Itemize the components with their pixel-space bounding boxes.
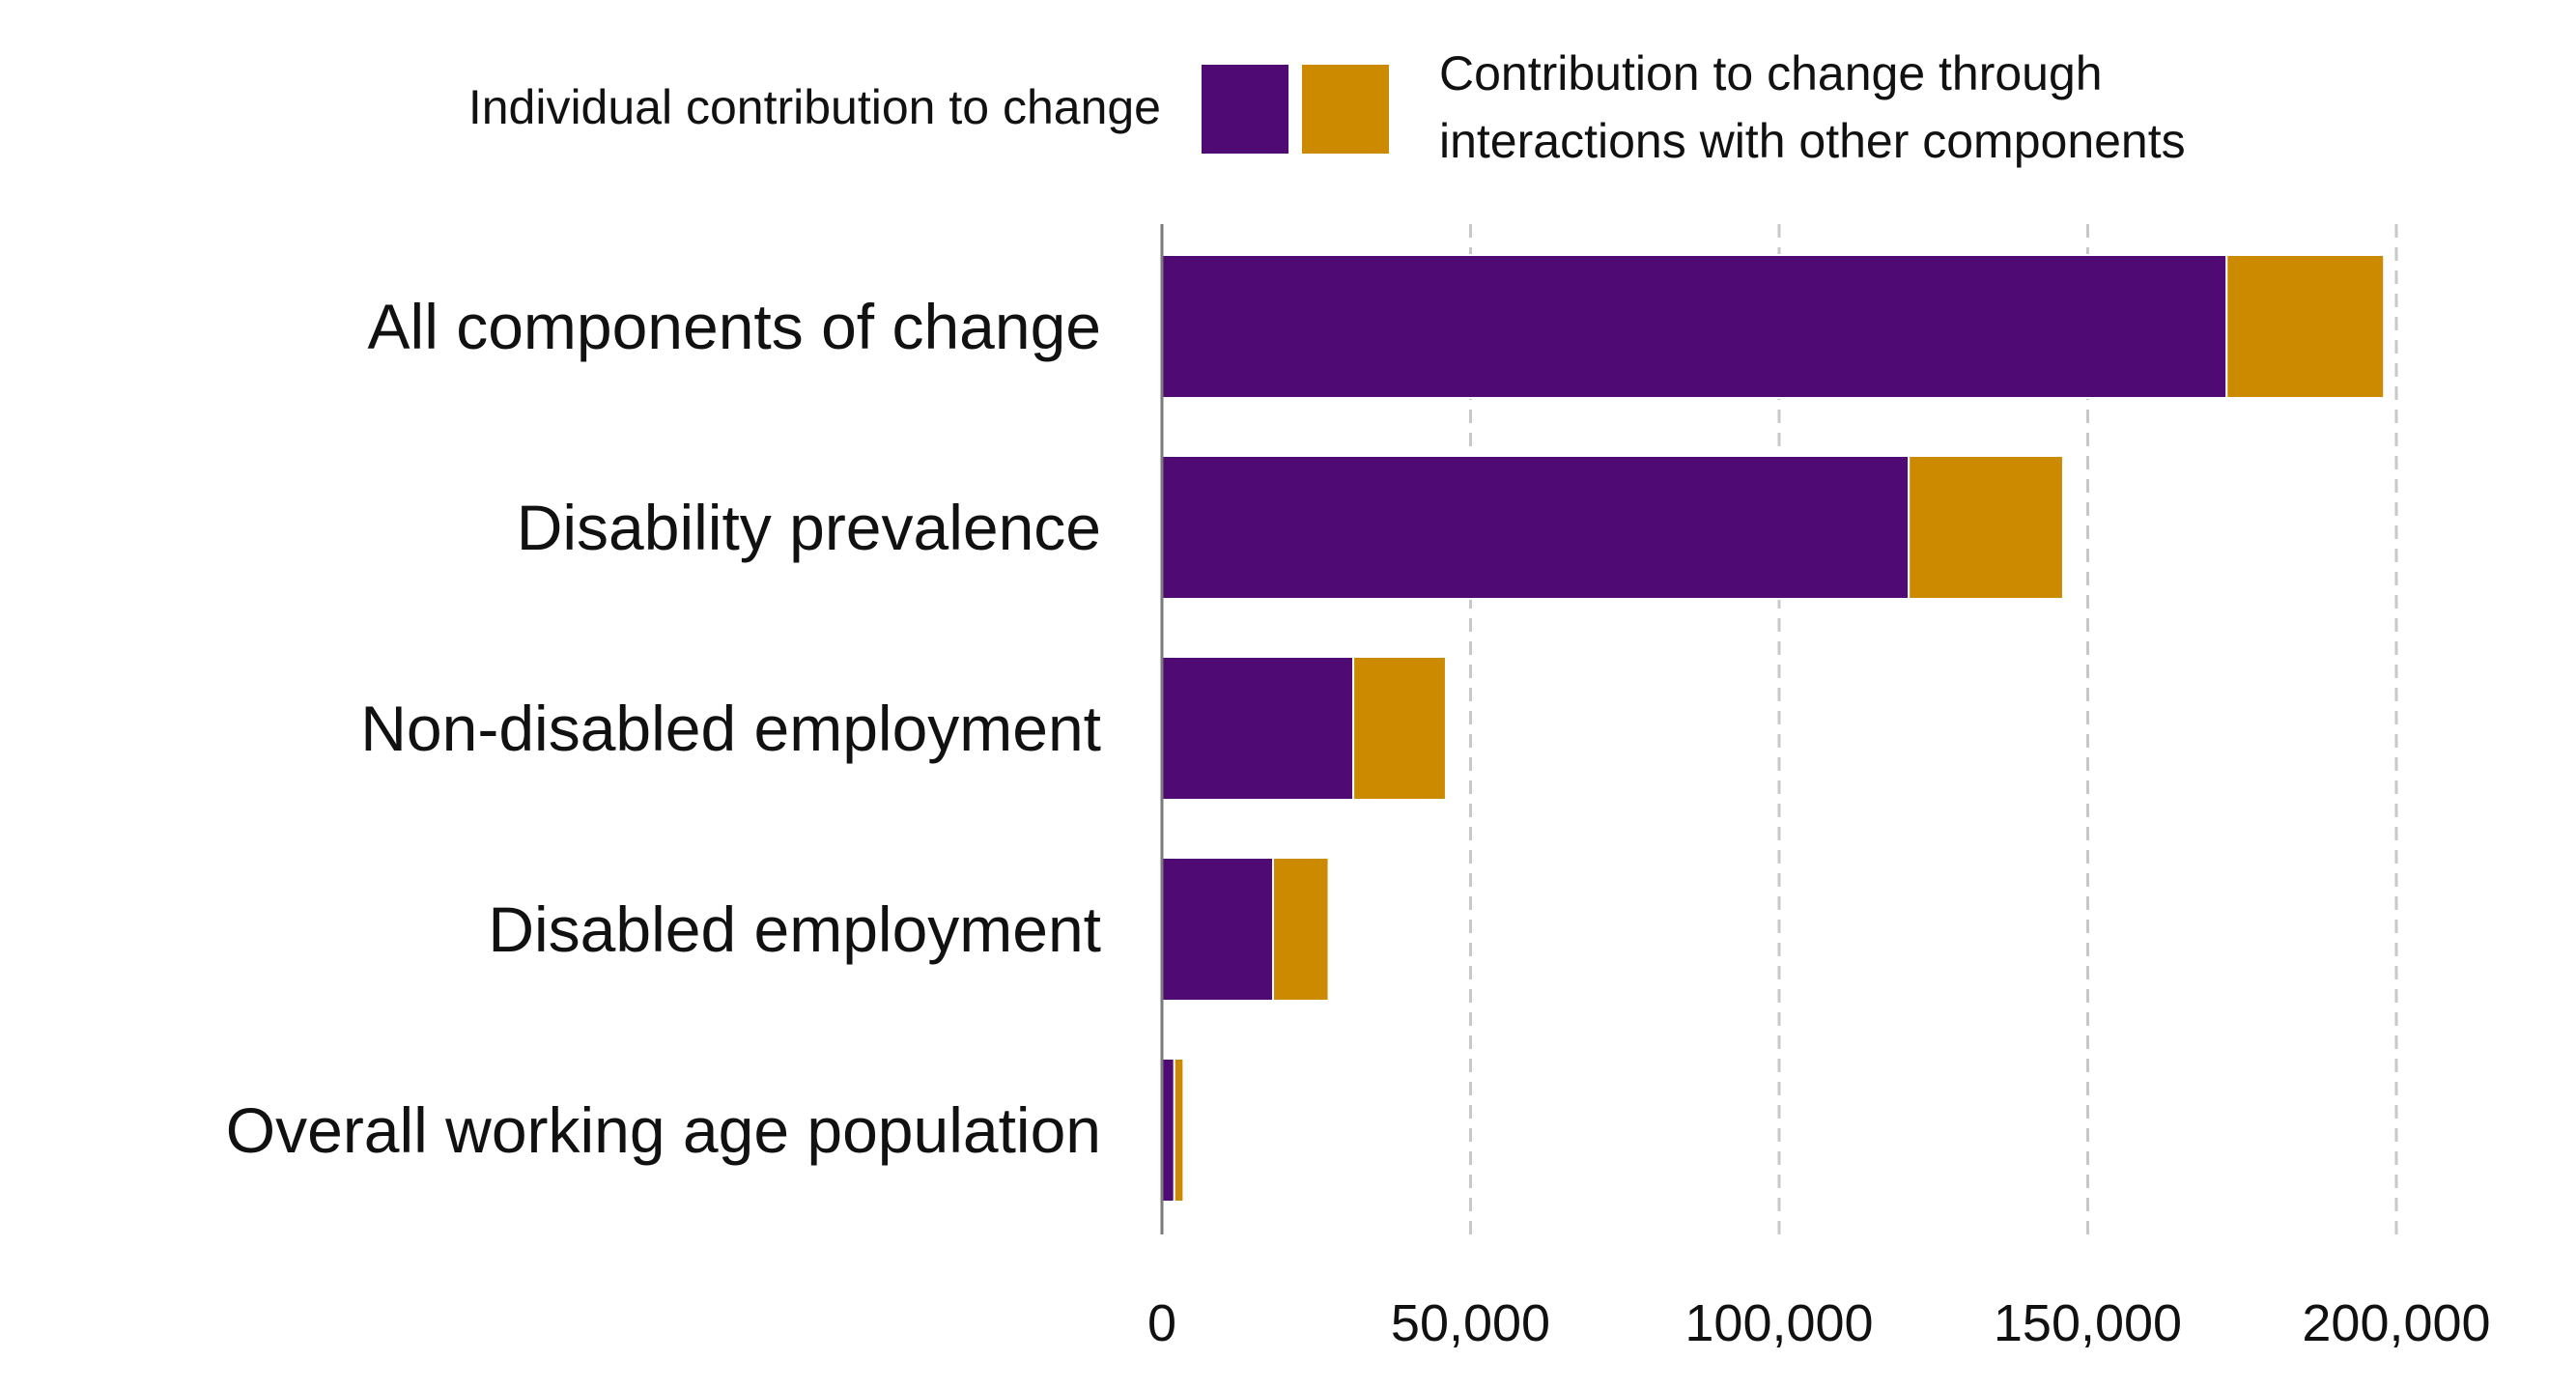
category-label-0: All components of change	[368, 291, 1101, 362]
bar-interactions-1	[1908, 455, 2064, 600]
category-label-2: Non-disabled employment	[360, 693, 1101, 764]
bar-individual-1	[1161, 455, 1911, 600]
x-tick-label-3: 150,000	[1994, 1294, 2182, 1352]
legend: Individual contribution to change Contri…	[468, 46, 2186, 168]
bar-individual-3	[1161, 857, 1275, 1002]
category-label-3: Disabled employment	[488, 893, 1101, 965]
legend-label-individual: Individual contribution to change	[468, 80, 1161, 134]
bars	[1161, 254, 2386, 1203]
bar-interactions-4	[1173, 1058, 1185, 1203]
x-tick-labels: 0 50,000 100,000 150,000 200,000	[1147, 1294, 2491, 1352]
legend-label-interactions-line-2: interactions with other components	[1439, 114, 2186, 168]
x-tick-label-1: 50,000	[1391, 1294, 1550, 1352]
x-tick-label-4: 200,000	[2302, 1294, 2490, 1352]
category-label-4: Overall working age population	[226, 1094, 1101, 1166]
x-tick-label-0: 0	[1147, 1294, 1176, 1352]
bar-interactions-2	[1352, 656, 1447, 801]
category-labels: All components of change Disability preva…	[226, 291, 1101, 1166]
bar-interactions-3	[1272, 857, 1330, 1002]
category-label-1: Disability prevalence	[517, 492, 1101, 563]
legend-swatch-individual	[1202, 65, 1288, 154]
bar-individual-2	[1161, 656, 1355, 801]
bar-interactions-0	[2225, 254, 2386, 399]
legend-label-interactions-line-1: Contribution to change through	[1439, 46, 2103, 100]
bar-individual-4	[1161, 1058, 1175, 1203]
x-tick-label-2: 100,000	[1684, 1294, 1873, 1352]
legend-swatch-interactions	[1302, 65, 1389, 154]
bar-individual-0	[1161, 254, 2228, 399]
